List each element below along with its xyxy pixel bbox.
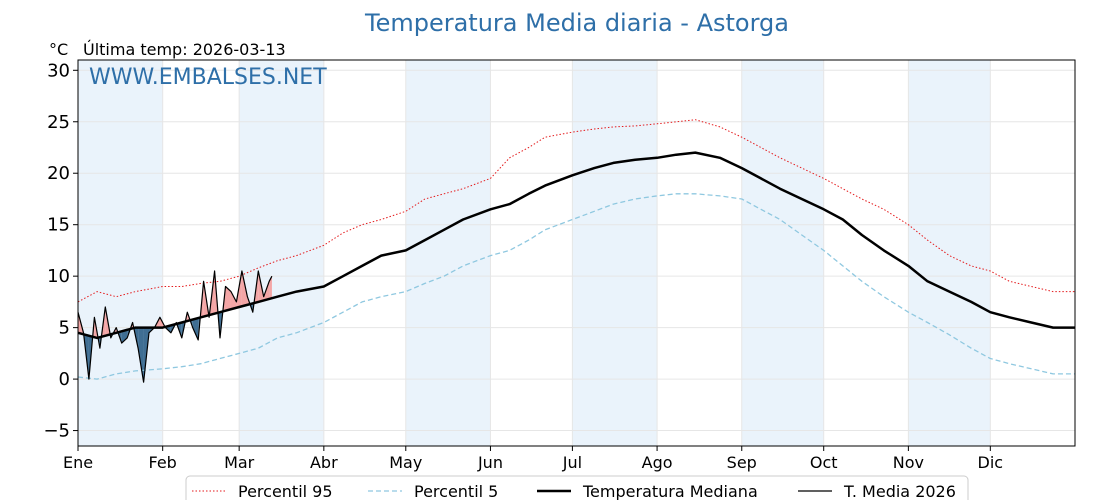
y-tick-label: 5 [59, 318, 70, 339]
below-median-fill [138, 327, 144, 383]
above-median-fill [230, 291, 237, 310]
series-line-temperatura-mediana [77, 151, 1075, 340]
above-median-fill [225, 286, 231, 311]
y-tick-label: 0 [59, 369, 70, 390]
series-line-t-media-2026 [77, 270, 273, 383]
month-band-mar [239, 60, 324, 446]
y-tick-label: 20 [47, 163, 70, 184]
legend-label-percentil-95: Percentil 95 [238, 482, 333, 500]
y-tick-label: 25 [47, 112, 70, 133]
plot-frame [77, 59, 1076, 447]
x-tick-label-ene: Ene [63, 453, 93, 472]
x-tick-label-may: May [389, 453, 422, 472]
above-median-fill [269, 276, 272, 299]
x-tick-label-ago: Ago [642, 453, 673, 472]
x-tick-label-oct: Oct [810, 453, 838, 472]
month-band-jul [572, 60, 658, 446]
series-line-percentil-95 [77, 119, 1075, 303]
below-median-fill [192, 318, 199, 340]
below-median-fill [121, 329, 128, 344]
series-lines [77, 119, 1075, 383]
month-band-sep [741, 60, 824, 446]
x-tick-label-feb: Feb [149, 453, 177, 472]
y-axis-ticks: −5 0 5 10 15 20 25 30 [43, 60, 78, 442]
series-line-percentil-5 [77, 193, 1075, 380]
y-tick-label: 30 [47, 60, 70, 81]
legend-box [185, 475, 969, 500]
month-band-nov [908, 60, 991, 446]
chart-title: Temperatura Media diaria - Astorga [364, 9, 789, 37]
y-unit-label: °C [49, 40, 68, 59]
y-tick-label: 15 [47, 215, 70, 236]
x-tick-label-jul: Jul [562, 453, 582, 472]
x-tick-label-nov: Nov [893, 453, 924, 472]
x-tick-label-abr: Abr [310, 453, 338, 472]
x-axis-ticks: Ene Feb Mar Abr May Jun Jul Ago Sep Oct Nov Dic [63, 446, 1003, 472]
watermark: WWW.EMBALSES.NET [89, 65, 327, 90]
last-temp-label: Última temp: 2026-03-13 [83, 40, 286, 59]
x-tick-label-mar: Mar [224, 453, 255, 472]
x-tick-label-jun: Jun [477, 453, 503, 472]
x-tick-label-dic: Dic [978, 453, 1004, 472]
legend-label-t-media-2026: T. Media 2026 [843, 482, 956, 500]
y-tick-label: −5 [43, 421, 70, 442]
legend-label-percentil-5: Percentil 5 [414, 482, 498, 500]
month-band-ene [78, 60, 163, 446]
legend: Percentil 95 Percentil 5 Temperatura Media… [185, 475, 969, 500]
x-tick-label-sep: Sep [727, 453, 757, 472]
y-tick-label: 10 [47, 266, 70, 287]
month-shading-bands [78, 60, 991, 446]
month-band-may [405, 60, 491, 446]
legend-label-temperatura-mediana: Temperatura Mediana [582, 482, 758, 500]
